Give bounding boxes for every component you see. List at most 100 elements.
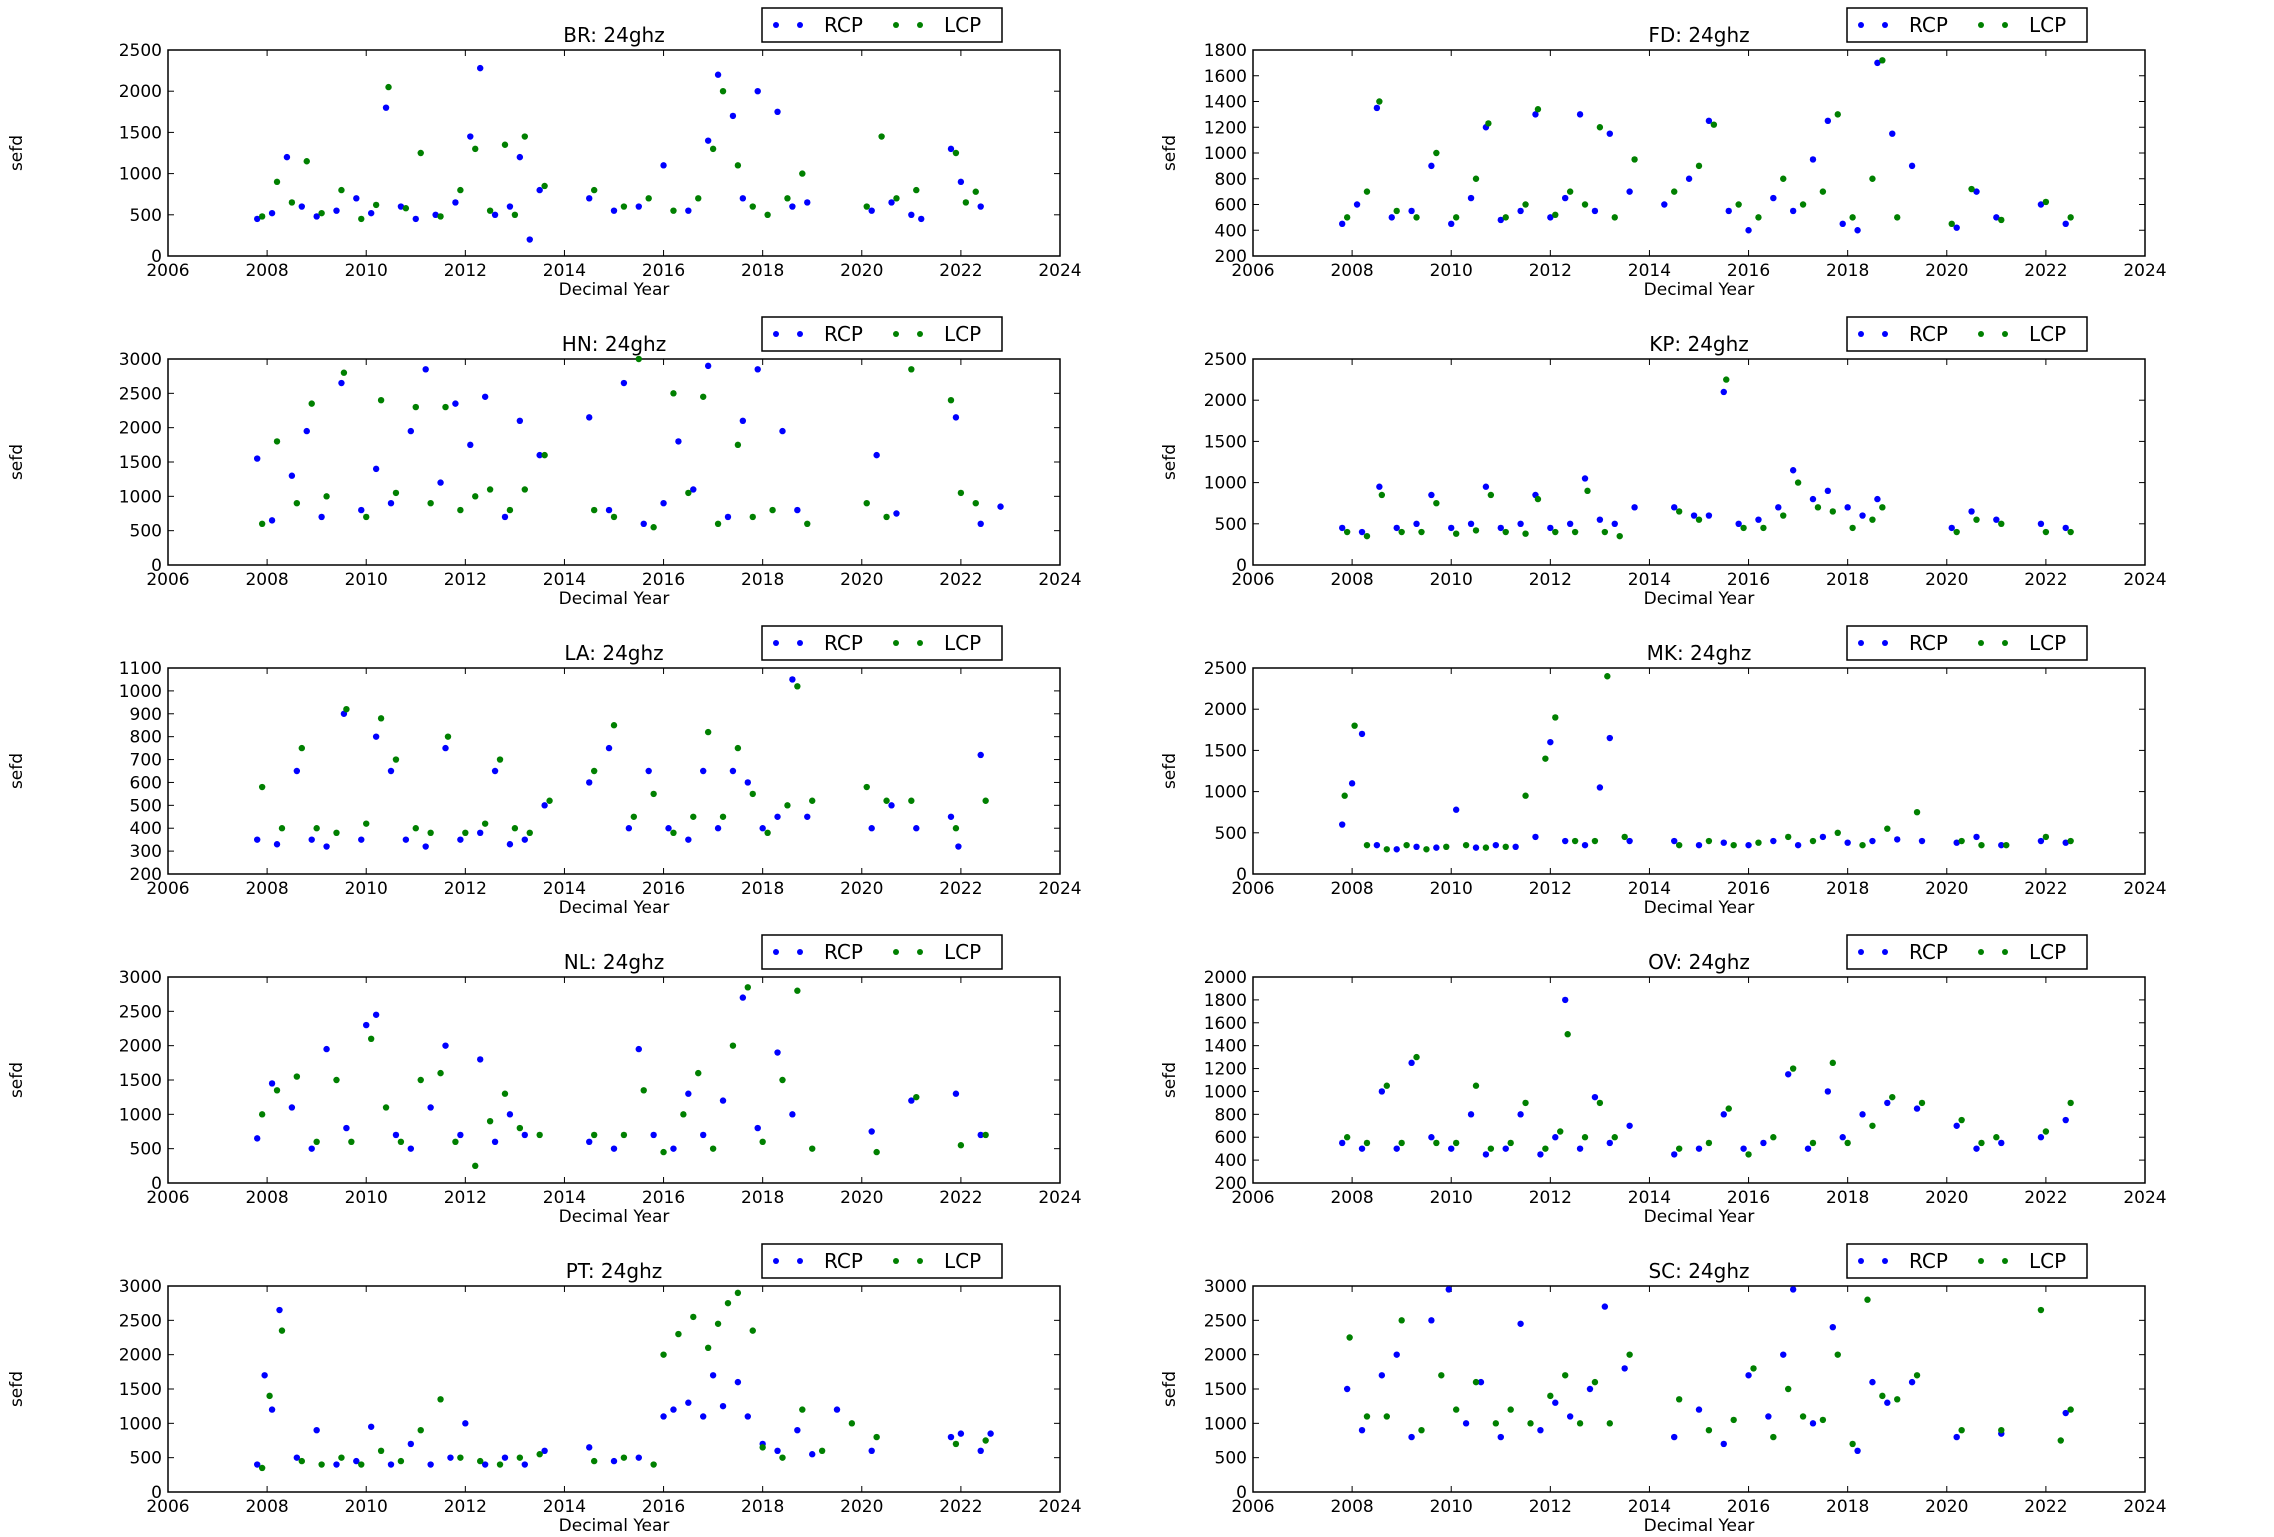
x-tick-label: 2018 bbox=[741, 879, 784, 899]
y-tick-label: 2000 bbox=[1204, 1346, 1247, 1366]
data-point-rcp bbox=[1482, 1151, 1490, 1158]
data-point-rcp bbox=[1562, 194, 1569, 202]
data-point-lcp bbox=[1591, 837, 1599, 845]
y-tick-label: 1000 bbox=[1204, 783, 1247, 803]
data-point-rcp bbox=[610, 1457, 618, 1465]
data-point-lcp bbox=[863, 783, 870, 791]
data-point-rcp bbox=[1839, 1134, 1846, 1141]
data-point-rcp bbox=[675, 438, 682, 445]
data-point-rcp bbox=[254, 836, 261, 843]
x-tick-label: 2018 bbox=[1826, 261, 1869, 281]
x-tick-label: 2010 bbox=[345, 261, 388, 281]
data-point-lcp bbox=[714, 520, 722, 527]
x-tick-label: 2006 bbox=[146, 1497, 189, 1517]
data-point-lcp bbox=[1584, 487, 1591, 495]
subplot-6: NL: 24ghz 2006 2008 2010 2012 2014 2016 2018 202… bbox=[7, 934, 1082, 1227]
data-point-lcp bbox=[1799, 1413, 1807, 1420]
data-point-lcp bbox=[1953, 528, 1960, 536]
data-point-lcp bbox=[1383, 846, 1391, 853]
data-point-rcp bbox=[2062, 524, 2069, 532]
y-tick-label: 0 bbox=[1236, 1483, 1247, 1503]
x-axis-label: Decimal Year bbox=[559, 1516, 670, 1536]
data-point-lcp bbox=[501, 141, 509, 148]
data-point-lcp bbox=[541, 182, 548, 190]
data-point-rcp bbox=[2037, 520, 2045, 527]
data-point-rcp bbox=[422, 843, 429, 850]
data-point-lcp bbox=[873, 1148, 880, 1156]
data-point-rcp bbox=[1735, 520, 1742, 527]
chart-title: HN: 24ghz bbox=[562, 332, 666, 356]
data-point-lcp bbox=[1631, 156, 1638, 163]
data-point-rcp bbox=[635, 1454, 642, 1461]
legend-marker bbox=[797, 949, 803, 955]
legend-label-rcp: RCP bbox=[824, 322, 863, 346]
data-point-rcp bbox=[1517, 1320, 1524, 1327]
y-tick-label: 3000 bbox=[119, 1277, 162, 1297]
data-point-rcp bbox=[1998, 1139, 2005, 1147]
data-point-lcp bbox=[660, 1148, 667, 1156]
x-tick-label: 2010 bbox=[345, 1497, 388, 1517]
x-tick-label: 2022 bbox=[939, 261, 982, 281]
data-point-lcp bbox=[1968, 185, 1975, 193]
data-point-lcp bbox=[724, 1299, 732, 1307]
data-point-rcp bbox=[387, 1461, 395, 1468]
y-tick-label: 200 bbox=[130, 865, 162, 885]
y-tick-label: 400 bbox=[1215, 1151, 1247, 1171]
data-point-rcp bbox=[690, 486, 697, 493]
y-tick-label: 900 bbox=[130, 705, 162, 725]
x-tick-label: 2016 bbox=[1727, 879, 1770, 899]
data-point-rcp bbox=[1477, 1378, 1485, 1386]
data-point-rcp bbox=[1552, 1399, 1559, 1406]
data-point-rcp bbox=[1445, 1286, 1452, 1293]
data-point-lcp bbox=[590, 1131, 598, 1139]
data-point-lcp bbox=[496, 1461, 504, 1468]
data-point-rcp bbox=[308, 836, 315, 843]
data-point-lcp bbox=[1393, 207, 1400, 215]
data-point-rcp bbox=[789, 1111, 796, 1118]
data-point-lcp bbox=[2067, 1406, 2074, 1413]
x-tick-label: 2008 bbox=[1330, 879, 1373, 899]
data-point-lcp bbox=[402, 205, 410, 212]
x-axis-label: Decimal Year bbox=[559, 1207, 670, 1227]
data-point-lcp bbox=[1675, 1396, 1683, 1403]
data-point-lcp bbox=[358, 1461, 365, 1468]
data-point-rcp bbox=[1993, 516, 2000, 523]
legend-marker bbox=[893, 1258, 899, 1264]
data-point-lcp bbox=[1740, 524, 1747, 532]
legend-marker bbox=[893, 331, 899, 337]
data-point-rcp bbox=[789, 203, 796, 210]
data-point-rcp bbox=[1720, 1111, 1727, 1118]
data-point-lcp bbox=[1542, 755, 1549, 762]
data-point-lcp bbox=[1869, 175, 1876, 182]
data-point-rcp bbox=[660, 500, 667, 507]
data-point-rcp bbox=[1547, 524, 1554, 532]
data-point-rcp bbox=[313, 1427, 320, 1434]
data-point-lcp bbox=[521, 133, 528, 140]
x-tick-label: 2012 bbox=[1529, 570, 1572, 590]
data-point-lcp bbox=[293, 1073, 301, 1080]
data-point-lcp bbox=[799, 170, 806, 177]
data-point-lcp bbox=[1780, 512, 1787, 519]
x-tick-label: 2012 bbox=[444, 1497, 487, 1517]
x-tick-label: 2024 bbox=[2123, 570, 2166, 590]
data-point-rcp bbox=[1626, 1122, 1633, 1129]
data-point-rcp bbox=[1760, 1139, 1767, 1147]
data-point-rcp bbox=[261, 1372, 268, 1379]
data-point-lcp bbox=[650, 790, 657, 798]
data-point-lcp bbox=[982, 1131, 989, 1139]
x-tick-label: 2018 bbox=[1826, 879, 1869, 899]
data-point-lcp bbox=[769, 506, 776, 514]
data-point-lcp bbox=[947, 397, 955, 404]
x-tick-label: 2010 bbox=[1430, 1188, 1473, 1208]
legend-marker bbox=[773, 22, 779, 28]
legend-label-lcp: LCP bbox=[944, 940, 981, 964]
legend-marker bbox=[1858, 331, 1864, 337]
y-tick-label: 3000 bbox=[119, 968, 162, 988]
x-tick-label: 2018 bbox=[1826, 570, 1869, 590]
legend-marker bbox=[773, 1258, 779, 1264]
data-point-lcp bbox=[1894, 1396, 1901, 1403]
data-point-lcp bbox=[640, 1087, 647, 1094]
data-point-rcp bbox=[729, 112, 737, 120]
x-tick-label: 2014 bbox=[543, 1497, 586, 1517]
data-point-rcp bbox=[501, 513, 509, 521]
